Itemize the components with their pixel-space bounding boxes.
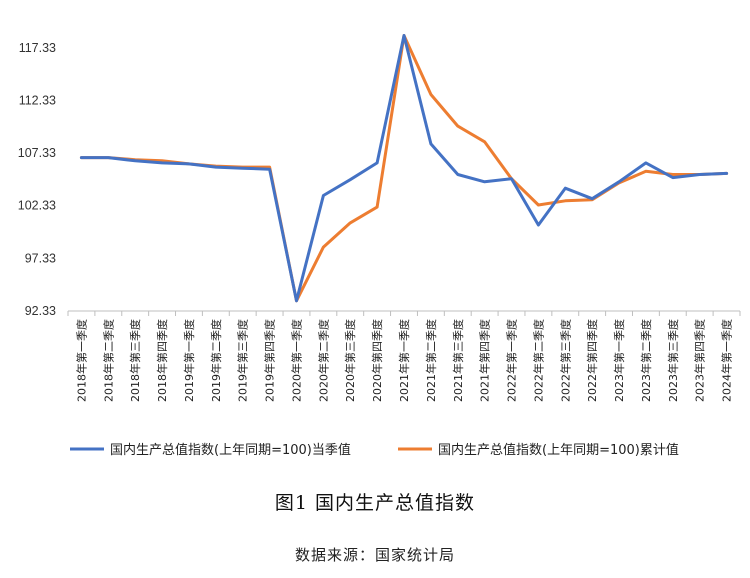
y-tick-label: 102.33 [18,199,56,213]
x-tick-label: 2023年第三季度 [666,319,680,402]
x-tick-label: 2022年第四季度 [585,319,599,402]
legend-label-quarterly: 国内生产总值指数(上年同期=100)当季值 [110,442,351,458]
chart: 92.33 97.33 102.33 107.33 112.33 117.33 2018年… [18,34,741,458]
y-tick-label: 97.33 [25,251,56,265]
x-tick-label: 2021年第一季度 [397,319,411,402]
legend-label-cumulative: 国内生产总值指数(上年同期=100)累计值 [438,442,679,458]
x-tick-label: 2019年第三季度 [236,319,250,402]
series-line-cumulative [79,34,729,303]
x-tick-label: 2024年第一季度 [720,319,734,402]
x-tick-label: 2018年第二季度 [101,319,115,402]
x-tick-label: 2022年第三季度 [558,319,572,402]
x-tick-label: 2018年第四季度 [155,319,169,402]
x-axis-ticks: 2018年第一季度 2018年第二季度 2018年第三季度 2018年第四季度 2019… [67,311,741,402]
x-tick-label: 2019年第四季度 [263,319,277,402]
figure-title: 图1 国内生产总值指数 [274,492,476,514]
series-line-quarterly [79,34,729,303]
x-tick-label: 2023年第一季度 [612,319,626,402]
x-tick-label: 2019年第一季度 [182,319,196,402]
x-tick-label: 2022年第一季度 [505,319,519,402]
x-tick-label: 2021年第四季度 [478,319,492,402]
x-tick-label: 2023年第四季度 [693,319,707,402]
x-tick-label: 2020年第一季度 [289,319,303,402]
y-tick-label: 107.33 [18,146,56,160]
x-tick-label: 2021年第二季度 [424,319,438,402]
x-tick-label: 2021年第三季度 [451,319,465,402]
y-tick-label: 117.33 [19,41,56,55]
x-tick-label: 2023年第二季度 [639,319,653,402]
x-tick-label: 2020年第四季度 [370,319,384,402]
y-axis-ticks: 92.33 97.33 102.33 107.33 112.33 117.33 [18,41,56,318]
series-lines [79,34,729,303]
x-tick-label: 2020年第二季度 [316,319,330,402]
x-tick-label: 2019年第二季度 [209,319,223,402]
y-tick-label: 92.33 [25,304,56,318]
legend: 国内生产总值指数(上年同期=100)当季值 国内生产总值指数(上年同期=100)… [70,442,679,458]
x-tick-label: 2018年第三季度 [128,319,142,402]
x-tick-label: 2022年第二季度 [531,319,545,402]
y-tick-label: 112.33 [19,93,56,107]
figure-source: 数据来源：国家统计局 [294,546,455,564]
x-tick-label: 2018年第一季度 [74,319,88,402]
x-tick-label: 2020年第三季度 [343,319,357,402]
